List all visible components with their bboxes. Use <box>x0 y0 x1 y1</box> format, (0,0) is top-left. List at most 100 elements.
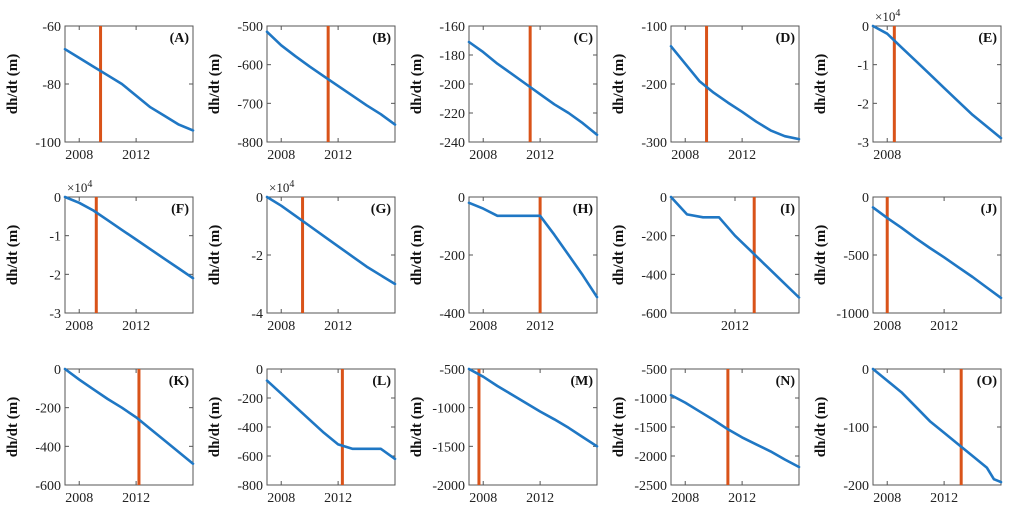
y-tick-label: -4 <box>251 307 263 322</box>
y-tick-label: 0 <box>862 191 869 206</box>
y-tick-label: -2000 <box>432 479 465 494</box>
x-tick-label: 2012 <box>324 148 352 163</box>
y-tick-label: -200 <box>237 392 263 407</box>
y-tick-label: -3 <box>49 307 61 322</box>
y-axis-label: dh/dt (m) <box>5 397 21 457</box>
x-tick-label: 2012 <box>526 491 554 506</box>
y-tick-label: -200 <box>641 78 667 93</box>
y-tick-label: 0 <box>862 20 869 35</box>
y-tick-label: -300 <box>641 136 667 151</box>
panel-k: 0 -200 -400 -600 2008 2012 dh/dt (m) (K) <box>5 363 195 506</box>
y-tick-label: -500 <box>237 20 263 35</box>
y-axis-label: dh/dt (m) <box>611 397 627 457</box>
panel-label: (D) <box>776 31 796 46</box>
y-tick-label: -2500 <box>634 479 667 494</box>
panel-label: (B) <box>372 31 391 46</box>
y-tick-label: -600 <box>35 479 61 494</box>
y-tick-label: -500 <box>843 249 869 264</box>
panel-d: -100 -200 -300 2008 2012 dh/dt (m) (D) <box>611 20 801 163</box>
y-tick-label: -800 <box>237 479 263 494</box>
x-tick-label: 2012 <box>728 148 756 163</box>
series-line <box>467 40 599 137</box>
y-axis-label: dh/dt (m) <box>813 397 829 457</box>
x-tick-label: 2008 <box>267 319 295 334</box>
x-tick-label: 2012 <box>721 319 749 334</box>
x-tick-label: 2012 <box>526 319 554 334</box>
series-line <box>669 44 801 141</box>
y-tick-label: -2 <box>251 249 263 264</box>
y-tick-label: -200 <box>439 78 465 93</box>
y-tick-label: -220 <box>439 107 465 122</box>
panel-n: -500 -1000 -1500 -2000 -2500 2008 2012 dh/dt (m… <box>611 363 801 506</box>
axis-multiplier: ×104 <box>875 8 900 25</box>
series-line <box>871 206 1003 300</box>
panel-g: 0 -2 -4 2008 2012 dh/dt (m) ×104 (G) <box>207 179 397 334</box>
series-line <box>63 367 195 466</box>
x-tick-label: 2012 <box>122 319 150 334</box>
y-axis-label: dh/dt (m) <box>207 54 223 114</box>
y-axis-label: dh/dt (m) <box>813 225 829 285</box>
y-tick-label: -1000 <box>432 402 465 417</box>
axes-box <box>64 368 194 486</box>
panel-o: 0 -100 -200 2008 2012 dh/dt (m) (O) <box>813 363 1003 506</box>
series-line <box>265 30 397 126</box>
y-axis-label: dh/dt (m) <box>611 225 627 285</box>
y-tick-label: -240 <box>439 136 465 151</box>
axes-box <box>64 196 194 314</box>
x-tick-label: 2008 <box>469 148 497 163</box>
axis-multiplier: ×104 <box>67 179 92 196</box>
x-tick-label: 2012 <box>122 148 150 163</box>
panel-label: (H) <box>573 202 594 217</box>
y-tick-label: 0 <box>862 363 869 378</box>
y-tick-label: 0 <box>54 191 61 206</box>
y-tick-label: -1500 <box>634 421 667 436</box>
x-tick-label: 2008 <box>267 491 295 506</box>
y-tick-label: 0 <box>660 191 667 206</box>
x-tick-label: 2008 <box>469 491 497 506</box>
y-tick-label: -400 <box>439 307 465 322</box>
x-tick-label: 2008 <box>267 148 295 163</box>
panel-label: (J) <box>981 202 998 217</box>
y-tick-label: -200 <box>35 402 61 417</box>
panel-a: -60 -80 -100 2008 2012 dh/dt (m) (A) <box>5 20 195 163</box>
y-tick-label: -700 <box>237 97 263 112</box>
y-tick-label: -200 <box>641 230 667 245</box>
x-tick-label: 2008 <box>65 491 93 506</box>
y-tick-label: -600 <box>237 450 263 465</box>
y-tick-label: -200 <box>843 479 869 494</box>
x-tick-label: 2008 <box>873 319 901 334</box>
series-line <box>871 367 1003 484</box>
y-tick-label: -400 <box>237 421 263 436</box>
y-axis-label: dh/dt (m) <box>409 54 425 114</box>
x-tick-label: 2008 <box>873 148 901 163</box>
panel-i: 0 -200 -400 -600 2012 dh/dt (m) (I) <box>611 191 801 334</box>
x-tick-label: 2012 <box>324 491 352 506</box>
y-tick-label: -500 <box>641 363 667 378</box>
y-tick-label: -80 <box>42 78 61 93</box>
y-tick-label: -600 <box>641 307 667 322</box>
y-tick-label: -1000 <box>634 392 667 407</box>
panel-e: 0 -1 -2 -3 2008 dh/dt (m) ×104 (E) <box>813 8 1003 163</box>
y-tick-label: -1 <box>49 230 61 245</box>
y-axis-label: dh/dt (m) <box>409 225 425 285</box>
series-line <box>265 379 397 461</box>
y-tick-label: -2 <box>49 268 61 283</box>
y-tick-label: -400 <box>641 268 667 283</box>
y-tick-label: -500 <box>439 363 465 378</box>
x-tick-label: 2008 <box>469 319 497 334</box>
panel-label: (I) <box>780 202 795 217</box>
panel-h: 0 -200 -400 2008 2012 dh/dt (m) (H) <box>409 191 599 334</box>
series-line <box>265 195 397 286</box>
y-tick-label: -160 <box>439 20 465 35</box>
x-tick-label: 2008 <box>671 491 699 506</box>
panel-label: (N) <box>776 374 796 389</box>
y-tick-label: -800 <box>237 136 263 151</box>
x-tick-label: 2012 <box>930 491 958 506</box>
y-axis-label: dh/dt (m) <box>207 225 223 285</box>
y-tick-label: 0 <box>256 191 263 206</box>
panel-label: (M) <box>570 374 593 389</box>
series-line <box>63 195 195 280</box>
series-line <box>669 393 801 469</box>
x-tick-label: 2012 <box>122 491 150 506</box>
